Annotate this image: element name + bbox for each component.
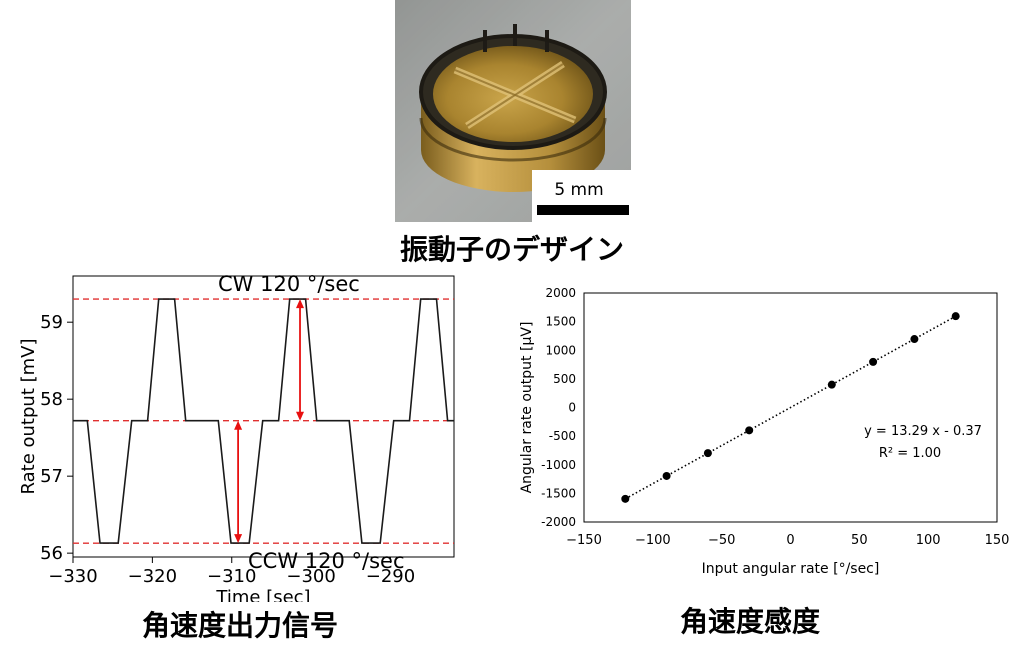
plot-frame bbox=[72, 275, 455, 558]
data-point bbox=[621, 494, 630, 503]
ccw-annotation: CCW 120 °/sec bbox=[248, 549, 405, 573]
amplitude-arrow-head bbox=[296, 299, 305, 309]
x-tick-label: −320 bbox=[128, 566, 177, 587]
y-axis-label: Angular rate output [μV] bbox=[519, 322, 535, 494]
data-point bbox=[745, 426, 754, 435]
y-tick-label: 0 bbox=[568, 401, 576, 415]
y-tick-label: -1500 bbox=[541, 486, 576, 500]
x-axis-label: Time [sec] bbox=[215, 587, 310, 602]
amplitude-arrow-head bbox=[296, 411, 305, 421]
resonator-illustration: 5 mm bbox=[395, 0, 631, 222]
data-point bbox=[703, 449, 712, 458]
data-point bbox=[869, 357, 878, 366]
trendline bbox=[624, 315, 957, 500]
y-tick-label: 57 bbox=[40, 466, 63, 487]
y-tick-label: -2000 bbox=[541, 515, 576, 529]
data-point bbox=[662, 471, 671, 480]
y-tick-label: -500 bbox=[549, 429, 576, 443]
data-point bbox=[827, 380, 836, 389]
y-tick-label: 56 bbox=[40, 543, 63, 564]
amplitude-arrow-head bbox=[234, 534, 243, 544]
data-point bbox=[951, 312, 960, 321]
x-tick-label: −290 bbox=[366, 566, 415, 587]
y-axis-label: Rate output [mV] bbox=[18, 339, 39, 495]
amplitude-arrow-head bbox=[234, 420, 243, 430]
x-tick-label: 150 bbox=[985, 533, 1010, 548]
x-tick-label: −300 bbox=[286, 566, 335, 587]
data-point bbox=[910, 335, 919, 344]
left-caption: 角速度出力信号 bbox=[141, 609, 338, 642]
y-tick-label: 58 bbox=[40, 389, 63, 410]
x-tick-label: 50 bbox=[851, 533, 868, 548]
resonator-photo: 5 mm bbox=[395, 0, 631, 222]
x-tick-label: 100 bbox=[916, 533, 941, 548]
y-tick-label: -1000 bbox=[541, 458, 576, 472]
right-caption: 角速度感度 bbox=[679, 605, 820, 638]
rate-sensitivity-chart: -2000-1500-1000-5000500100015002000−150−… bbox=[519, 286, 1010, 577]
x-tick-label: −150 bbox=[566, 533, 602, 548]
rate-output-chart: −330 −320 −310 −300 −290 56 57 58 59 Time [sec] Ra… bbox=[18, 272, 455, 602]
x-tick-label: −50 bbox=[708, 533, 735, 548]
x-tick-label: 0 bbox=[786, 533, 794, 548]
y-tick-label: 1500 bbox=[545, 315, 576, 329]
y-tick-label: 1000 bbox=[545, 343, 576, 357]
x-tick-label: −310 bbox=[207, 566, 256, 587]
scale-bar-label: 5 mm bbox=[554, 180, 603, 200]
r-squared-label: R² = 1.00 bbox=[879, 446, 941, 461]
trendline-equation: y = 13.29 x - 0.37 bbox=[864, 424, 982, 439]
x-axis-label: Input angular rate [°/sec] bbox=[702, 561, 880, 577]
cw-annotation: CW 120 °/sec bbox=[218, 272, 360, 296]
x-tick-label: −330 bbox=[48, 566, 97, 587]
y-tick-label: 2000 bbox=[545, 286, 576, 300]
photo-caption: 振動子のデザイン bbox=[399, 233, 624, 266]
y-tick-label: 59 bbox=[40, 312, 63, 333]
y-tick-label: 500 bbox=[553, 372, 576, 386]
x-tick-label: −100 bbox=[635, 533, 671, 548]
rate-output-line bbox=[73, 298, 454, 544]
